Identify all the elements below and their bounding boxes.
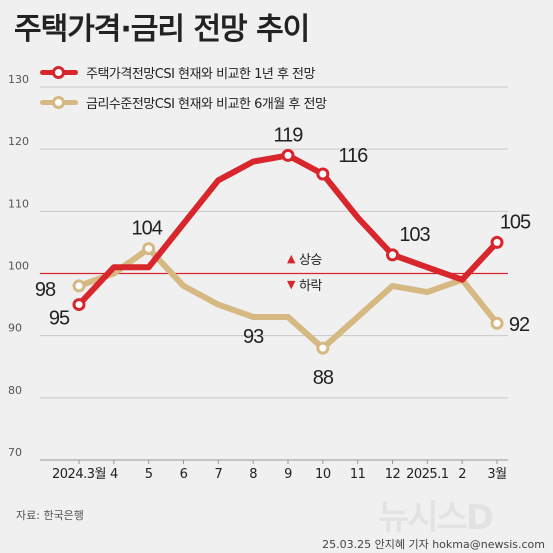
y-tick-label: 70 — [8, 446, 22, 459]
newsis-logo: 뉴시스D — [378, 498, 494, 538]
x-tick-label: 8 — [249, 467, 257, 482]
data-point-marker — [386, 248, 399, 262]
reference-down-label: ▼ 하락 — [287, 275, 322, 294]
y-tick-label: 80 — [8, 384, 22, 397]
data-label: 98 — [35, 279, 56, 301]
data-label: 104 — [131, 218, 162, 240]
x-tick-label: 12 — [385, 467, 401, 482]
data-point-marker — [72, 279, 86, 293]
x-tick-label: 2024.3월 — [52, 467, 106, 482]
data-label: 88 — [313, 367, 334, 389]
data-label: 92 — [509, 314, 530, 336]
reference-down-text: 하락 — [298, 279, 322, 294]
data-label: 119 — [274, 124, 304, 146]
triangle-down-icon: ▼ — [287, 278, 295, 291]
data-point-marker — [281, 148, 295, 162]
x-tick-label: 6 — [180, 467, 188, 482]
triangle-up-icon: ▲ — [287, 252, 295, 265]
data-point-marker — [72, 298, 86, 312]
data-point-marker — [316, 341, 330, 355]
x-tick-label: 2025.1 — [406, 467, 449, 482]
data-label: 93 — [243, 326, 264, 348]
data-point-marker — [316, 167, 330, 181]
data-point-marker — [490, 235, 504, 249]
legend-swatch-housing — [40, 65, 78, 79]
legend-item-housing: 주택가격전망CSI 현재와 비교한 1년 후 전망 — [40, 62, 315, 82]
x-tick-label: 10 — [315, 467, 331, 482]
data-label: 103 — [399, 224, 430, 246]
x-tick-label: 4 — [110, 467, 118, 482]
legend-label-housing: 주택가격전망CSI 현재와 비교한 1년 후 전망 — [86, 66, 315, 82]
x-tick-label: 11 — [350, 467, 366, 482]
page-title: 주택가격·금리 전망 추이 — [14, 12, 310, 47]
reference-up-text: 상승 — [298, 253, 322, 268]
data-label: 116 — [338, 145, 368, 167]
y-tick-label: 110 — [8, 197, 29, 210]
y-tick-label: 120 — [8, 135, 29, 148]
y-tick-label: 100 — [8, 260, 29, 273]
legend-item-rate: 금리수준전망CSI 현재와 비교한 6개월 후 전망 — [40, 92, 327, 112]
x-tick-label: 9 — [284, 467, 292, 482]
data-point-marker — [490, 316, 504, 330]
y-tick-label: 130 — [8, 73, 29, 86]
data-label: 105 — [500, 211, 531, 233]
source-text: 자료: 한국은행 — [16, 509, 84, 522]
x-tick-label: 7 — [214, 467, 222, 482]
credit-text: 25.03.25 안지혜 기자 hokma@newsis.com — [322, 538, 545, 551]
legend-label-rate: 금리수준전망CSI 현재와 비교한 6개월 후 전망 — [86, 96, 327, 112]
x-tick-label: 5 — [145, 467, 153, 482]
x-tick-label: 3월 — [487, 467, 506, 482]
x-tick-label: 2 — [458, 467, 466, 482]
data-label: 95 — [49, 308, 70, 330]
y-tick-label: 90 — [8, 322, 22, 335]
legend-swatch-rate — [40, 95, 78, 109]
reference-up-label: ▲ 상승 — [287, 249, 322, 268]
data-point-marker — [142, 242, 156, 256]
